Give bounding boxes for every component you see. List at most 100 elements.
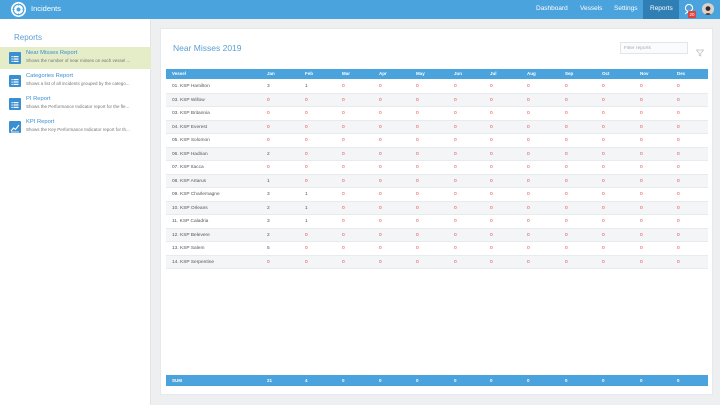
month-value-cell: 0	[490, 205, 493, 211]
month-value-cell: 0	[490, 246, 493, 251]
sum-label: SUM	[172, 378, 182, 383]
table-body: 01. KSP Hamilton 3 1 0 0 0 0 0 0 0 0 0 0 03. KSP Will…	[166, 80, 708, 269]
vessel-name-cell: 14. KSP Serpentine	[172, 259, 215, 265]
month-value-cell: 1	[305, 205, 308, 211]
month-value-cell: 0	[490, 97, 493, 103]
table-row[interactable]: 08. KSP Artarus 1 0 0 0 0 0 0 0 0 0 0 0	[166, 174, 708, 188]
month-value-cell: 0	[454, 151, 457, 157]
table-row[interactable]: 10. KSP Orleans 2 1 0 0 0 0 0 0 0 0 0 0	[166, 201, 708, 215]
report-title: Near Misses 2019	[173, 43, 242, 53]
month-value-cell: 0	[267, 124, 270, 130]
app-title[interactable]: Incidents	[31, 4, 62, 13]
table-row[interactable]: 07. KSP Itacca 0 0 0 0 0 0 0 0 0 0 0 0	[166, 161, 708, 175]
nav-settings[interactable]: Settings	[614, 5, 638, 12]
month-value-cell: 0	[342, 178, 345, 184]
column-header-nov[interactable]: Nov	[640, 71, 649, 76]
table-row[interactable]: 01. KSP Hamilton 3 1 0 0 0 0 0 0 0 0 0 0	[166, 80, 708, 94]
column-header-vessel[interactable]: Vessel	[172, 71, 187, 76]
filter-reports-input[interactable]	[620, 42, 688, 54]
month-value-cell: 0	[267, 138, 270, 143]
table-footer: SUM 21 4 0 0 0 0 0 0 0 0 0 0	[166, 375, 708, 386]
month-value-cell: 0	[565, 205, 568, 211]
sum-value-cell: 0	[640, 378, 643, 383]
month-value-cell: 0	[677, 111, 680, 116]
sum-value-cell: 0	[527, 378, 530, 383]
month-value-cell: 0	[342, 165, 345, 170]
month-value-cell: 0	[267, 97, 270, 103]
table-row[interactable]: 14. KSP Serpentine 0 0 0 0 0 0 0 0 0 0 0 0	[166, 255, 708, 269]
app-logo-icon[interactable]	[11, 2, 26, 17]
table-row[interactable]: 03. KSP Willow 0 0 0 0 0 0 0 0 0 0 0 0	[166, 93, 708, 107]
month-value-cell: 0	[342, 192, 345, 197]
month-value-cell: 0	[640, 232, 643, 238]
nav-reports[interactable]: Reports	[650, 5, 673, 12]
table-row[interactable]: 04. KSP Everest 0 0 0 0 0 0 0 0 0 0 0 0	[166, 120, 708, 134]
month-value-cell: 0	[305, 165, 308, 170]
month-value-cell: 0	[342, 259, 345, 265]
month-value-cell: 0	[379, 205, 382, 211]
month-value-cell: 0	[602, 165, 605, 170]
month-value-cell: 0	[416, 259, 419, 265]
report-description: Shows the number of near misses on each …	[26, 58, 131, 63]
month-value-cell: 0	[565, 165, 568, 170]
column-header-jun[interactable]: Jun	[454, 71, 463, 76]
user-avatar[interactable]	[702, 3, 714, 15]
table-row[interactable]: 09. KSP Charlemagne 3 1 0 0 0 0 0 0 0 0 0 0	[166, 188, 708, 202]
month-value-cell: 0	[527, 97, 530, 103]
column-header-feb[interactable]: Feb	[305, 71, 314, 76]
month-value-cell: 0	[490, 259, 493, 265]
month-value-cell: 0	[454, 205, 457, 211]
sidebar-item-kpi-report[interactable]: KPI Report Shows the Key Performance Ind…	[0, 116, 151, 138]
table-row[interactable]: 06. KSP Hadrian 2 0 0 0 0 0 0 0 0 0 0 0	[166, 147, 708, 161]
table-header: Vessel Jan Feb Mar Apr May Jun Jul Aug Sep Oct Nov D…	[166, 69, 708, 79]
month-value-cell: 0	[640, 205, 643, 211]
column-header-sep[interactable]: Sep	[565, 71, 574, 76]
month-value-cell: 0	[379, 232, 382, 238]
month-value-cell: 0	[677, 151, 680, 157]
sidebar-item-pi-report[interactable]: PI Report Shows the Performance Indicato…	[0, 93, 151, 115]
table-row[interactable]: 03. KSP Britannia 0 0 0 0 0 0 0 0 0 0 0 0	[166, 107, 708, 121]
column-header-apr[interactable]: Apr	[379, 71, 387, 76]
column-header-may[interactable]: May	[416, 71, 425, 76]
sidebar-item-near-misses-report[interactable]: Near Misses Report Shows the number of n…	[0, 47, 151, 69]
month-value-cell: 0	[454, 259, 457, 265]
report-description: Shows the Performance Indicator report f…	[26, 104, 130, 109]
month-value-cell: 0	[677, 138, 680, 143]
table-row[interactable]: 12. KSP Belevere 2 0 0 0 0 0 0 0 0 0 0 0	[166, 228, 708, 242]
month-value-cell: 0	[490, 232, 493, 238]
column-header-mar[interactable]: Mar	[342, 71, 351, 76]
month-value-cell: 0	[527, 151, 530, 157]
month-value-cell: 0	[379, 138, 382, 143]
nav-vessels[interactable]: Vessels	[580, 5, 603, 12]
sidebar-item-categories-report[interactable]: Categories Report Shows a list of all in…	[0, 70, 151, 92]
month-value-cell: 0	[527, 124, 530, 130]
table-row[interactable]: 11. KSP Caladria 3 1 0 0 0 0 0 0 0 0 0 0	[166, 215, 708, 229]
month-value-cell: 0	[490, 84, 493, 89]
month-value-cell: 1	[305, 219, 308, 224]
month-value-cell: 0	[454, 232, 457, 238]
month-value-cell: 0	[305, 232, 308, 238]
month-value-cell: 0	[416, 84, 419, 89]
column-header-aug[interactable]: Aug	[527, 71, 536, 76]
month-value-cell: 0	[602, 232, 605, 238]
month-value-cell: 0	[379, 178, 382, 184]
month-value-cell: 0	[640, 138, 643, 143]
column-header-dec[interactable]: Dec	[677, 71, 686, 76]
column-header-oct[interactable]: Oct	[602, 71, 610, 76]
table-row[interactable]: 05. KSP Solomon 0 0 0 0 0 0 0 0 0 0 0 0	[166, 134, 708, 148]
report-description: Shows a list of all incidents grouped by…	[26, 81, 130, 86]
nav-dashboard[interactable]: Dashboard	[536, 5, 568, 12]
month-value-cell: 0	[602, 124, 605, 130]
month-value-cell: 0	[640, 84, 643, 89]
column-header-jan[interactable]: Jan	[267, 71, 275, 76]
month-value-cell: 0	[677, 232, 680, 238]
month-value-cell: 0	[565, 84, 568, 89]
table-row[interactable]: 13. KSP Salem 5 0 0 0 0 0 0 0 0 0 0 0	[166, 242, 708, 256]
sum-value-cell: 0	[454, 378, 457, 383]
report-name: PI Report	[26, 96, 51, 102]
month-value-cell: 0	[640, 165, 643, 170]
report-panel: Near Misses 2019 Vessel Jan Feb Mar Apr May Ju…	[160, 28, 713, 395]
filter-icon[interactable]	[695, 44, 705, 57]
column-header-jul[interactable]: Jul	[490, 71, 497, 76]
month-value-cell: 0	[267, 165, 270, 170]
